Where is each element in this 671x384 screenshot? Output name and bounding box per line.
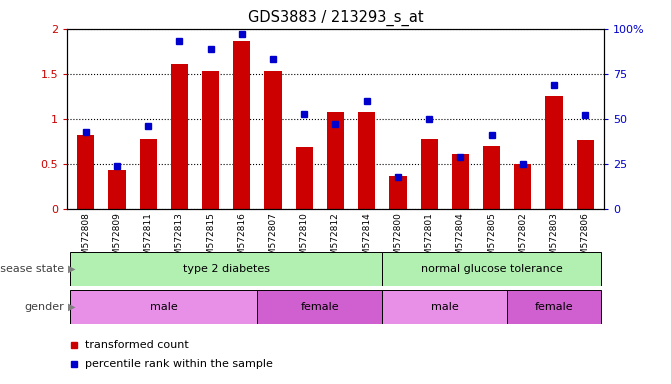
- Text: ▶: ▶: [68, 264, 76, 274]
- Bar: [452, 154, 469, 209]
- Text: male: male: [431, 302, 458, 312]
- Text: percentile rank within the sample: percentile rank within the sample: [85, 359, 272, 369]
- Bar: [389, 176, 407, 209]
- Bar: [421, 139, 437, 209]
- Bar: [576, 140, 594, 209]
- Bar: [514, 164, 531, 209]
- Text: female: female: [301, 302, 340, 312]
- Bar: [546, 96, 562, 209]
- Bar: [171, 64, 188, 209]
- Bar: [70, 252, 382, 286]
- Text: type 2 diabetes: type 2 diabetes: [183, 264, 270, 274]
- Bar: [258, 290, 382, 324]
- Text: female: female: [535, 302, 573, 312]
- Text: GDS3883 / 213293_s_at: GDS3883 / 213293_s_at: [248, 10, 423, 26]
- Bar: [358, 112, 375, 209]
- Bar: [327, 112, 344, 209]
- Bar: [234, 41, 250, 209]
- Text: gender: gender: [24, 302, 64, 312]
- Text: transformed count: transformed count: [85, 340, 189, 350]
- Bar: [109, 170, 125, 209]
- Bar: [483, 146, 500, 209]
- Bar: [202, 71, 219, 209]
- Bar: [296, 147, 313, 209]
- Text: disease state: disease state: [0, 264, 64, 274]
- Bar: [382, 290, 507, 324]
- Bar: [382, 252, 601, 286]
- Text: normal glucose tolerance: normal glucose tolerance: [421, 264, 562, 274]
- Text: ▶: ▶: [68, 302, 76, 312]
- Bar: [507, 290, 601, 324]
- Bar: [264, 71, 282, 209]
- Bar: [70, 290, 258, 324]
- Bar: [140, 139, 157, 209]
- Bar: [77, 135, 95, 209]
- Text: male: male: [150, 302, 178, 312]
